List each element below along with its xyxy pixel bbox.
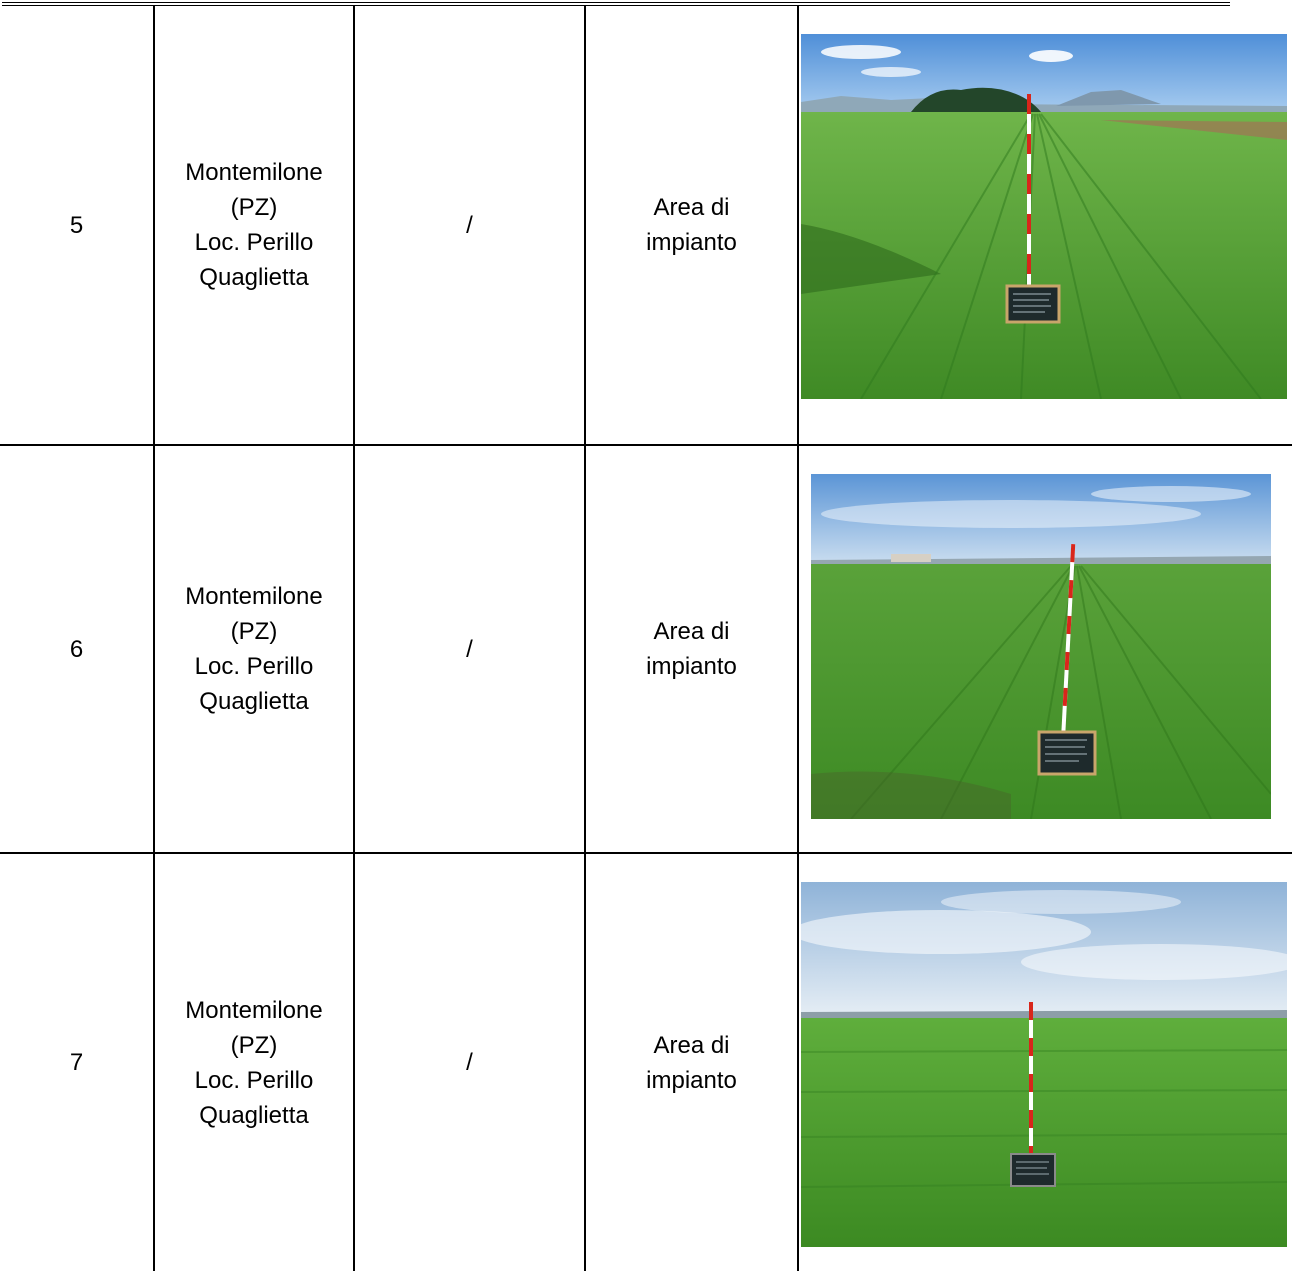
photo-cell (797, 444, 1292, 854)
location-text: Montemilone (PZ) Loc. Perillo Quaglietta (185, 159, 323, 291)
field-survey-photo-icon (801, 882, 1287, 1247)
top-rule (2, 2, 1230, 3)
field-photo (811, 474, 1271, 819)
reference-cell: / (353, 6, 586, 446)
location-text: Montemilone (PZ) Loc. Perillo Quaglietta (185, 583, 323, 715)
area-text: Area di impianto (646, 618, 737, 680)
row-number: 7 (69, 1049, 84, 1076)
area-cell: Area di impianto (584, 444, 799, 854)
top-rule (2, 5, 1230, 6)
row-number-cell: 5 (0, 6, 155, 446)
reference-cell: / (353, 852, 586, 1271)
field-survey-photo-icon (811, 474, 1271, 819)
location-cell: Montemilone (PZ) Loc. Perillo Quaglietta (153, 6, 355, 446)
area-cell: Area di impianto (584, 852, 799, 1271)
table-row: 7 Montemilone (PZ) Loc. Perillo Quagliet… (0, 852, 1292, 1271)
table-row: 6 Montemilone (PZ) Loc. Perillo Quagliet… (0, 444, 1292, 854)
area-text: Area di impianto (646, 194, 737, 256)
reference-text: / (466, 1049, 473, 1076)
location-cell: Montemilone (PZ) Loc. Perillo Quaglietta (153, 444, 355, 854)
reference-text: / (466, 211, 473, 239)
row-number: 6 (69, 635, 84, 663)
field-survey-photo-icon (801, 34, 1287, 399)
row-number-cell: 6 (0, 444, 155, 854)
field-photo (801, 882, 1287, 1247)
table-row: 5 Montemilone (PZ) Loc. Perillo Quagliet… (0, 6, 1292, 446)
survey-table: 5 Montemilone (PZ) Loc. Perillo Quagliet… (0, 6, 1292, 1271)
photo-cell (797, 852, 1292, 1271)
row-number-cell: 7 (0, 852, 155, 1271)
photo-cell (797, 6, 1292, 446)
field-photo (801, 34, 1287, 399)
row-number: 5 (69, 211, 84, 239)
location-text: Montemilone (PZ) Loc. Perillo Quaglietta (185, 996, 323, 1129)
area-text: Area di impianto (646, 1031, 737, 1094)
area-cell: Area di impianto (584, 6, 799, 446)
reference-text: / (466, 635, 473, 663)
reference-cell: / (353, 444, 586, 854)
location-cell: Montemilone (PZ) Loc. Perillo Quaglietta (153, 852, 355, 1271)
